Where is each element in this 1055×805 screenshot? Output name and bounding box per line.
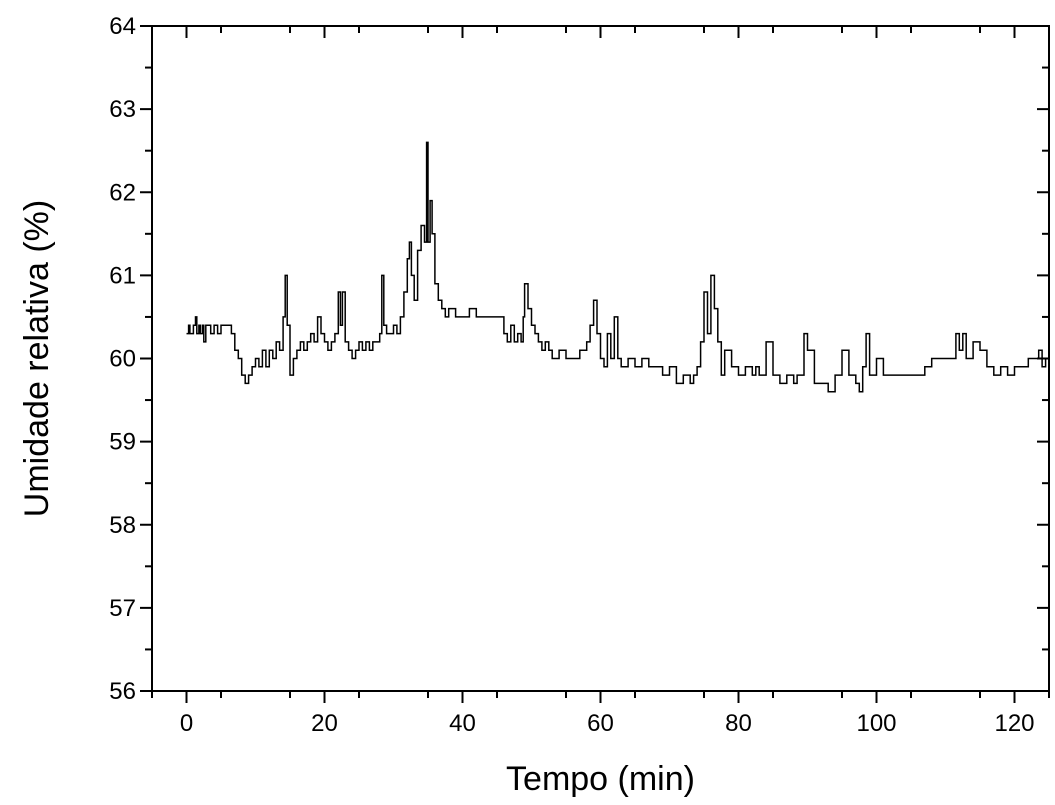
y-axis-title: Umidade relativa (%) — [18, 200, 56, 517]
x-axis-title: Tempo (min) — [506, 760, 695, 798]
x-tick-label: 20 — [311, 710, 338, 737]
series-line — [186, 141, 1050, 393]
x-tick-label: 120 — [994, 710, 1034, 737]
x-tick-label: 80 — [725, 710, 752, 737]
axis-ticks — [140, 25, 1050, 703]
y-tick-label: 63 — [109, 96, 136, 123]
x-tick-label: 60 — [587, 710, 614, 737]
axis-tick-labels: 0 20 40 60 80 100 120 56 57 58 59 60 61 62 63 64 — [109, 13, 1034, 737]
y-tick-label: 57 — [109, 595, 136, 622]
x-tick-label: 40 — [449, 710, 476, 737]
x-tick-label: 0 — [180, 710, 193, 737]
y-tick-label: 61 — [109, 262, 136, 289]
y-tick-label: 58 — [109, 512, 136, 539]
y-tick-label: 60 — [109, 346, 136, 373]
x-tick-label: 100 — [856, 710, 896, 737]
y-tick-label: 64 — [109, 13, 136, 40]
y-tick-label: 56 — [109, 678, 136, 705]
y-tick-label: 62 — [109, 179, 136, 206]
y-tick-label: 59 — [109, 429, 136, 456]
